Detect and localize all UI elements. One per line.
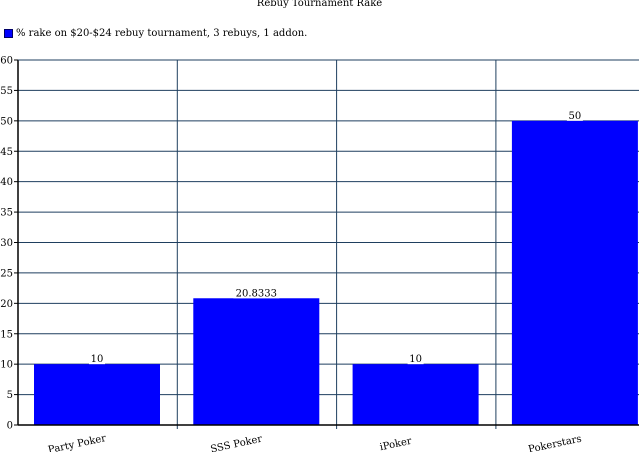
y-tick-label: 40 — [0, 177, 13, 188]
data-label-bg — [89, 353, 105, 365]
y-tick-label: 35 — [0, 208, 13, 219]
data-label-bg — [407, 353, 424, 365]
y-tick-label: 60 — [0, 56, 13, 67]
y-tick-label: 50 — [0, 116, 13, 127]
y-tick-label: 15 — [0, 329, 13, 340]
y-tick-label: 0 — [7, 421, 13, 432]
data-label-bg — [233, 287, 280, 299]
x-tick-label: Pokerstars — [527, 434, 582, 452]
bar — [511, 120, 638, 425]
y-tick-label: 55 — [0, 86, 13, 97]
y-tick-label: 25 — [0, 268, 13, 279]
bar — [193, 298, 320, 425]
x-tick-label: iPoker — [379, 436, 413, 452]
data-label: 20.8333 — [236, 288, 277, 299]
data-label-bg — [566, 109, 583, 121]
bar — [34, 364, 160, 425]
y-tick-label: 45 — [0, 147, 13, 158]
legend: % rake on $20-$24 rebuy tournament, 3 re… — [4, 28, 307, 39]
chart-title: Rebuy Tournament Rake — [256, 0, 383, 9]
data-label: 50 — [569, 111, 582, 122]
y-tick-label: 30 — [0, 238, 13, 249]
y-tick-label: 5 — [7, 390, 13, 401]
y-tick-label: 10 — [0, 360, 13, 371]
x-tick-label: SSS Poker — [210, 434, 264, 452]
legend-swatch — [4, 29, 13, 38]
y-tick-label: 20 — [0, 299, 13, 310]
x-tick-label: Party Poker — [47, 433, 107, 452]
bar — [352, 364, 479, 425]
legend-label: % rake on $20-$24 rebuy tournament, 3 re… — [16, 28, 308, 39]
data-label: 10 — [91, 354, 104, 365]
data-label: 10 — [409, 354, 422, 365]
